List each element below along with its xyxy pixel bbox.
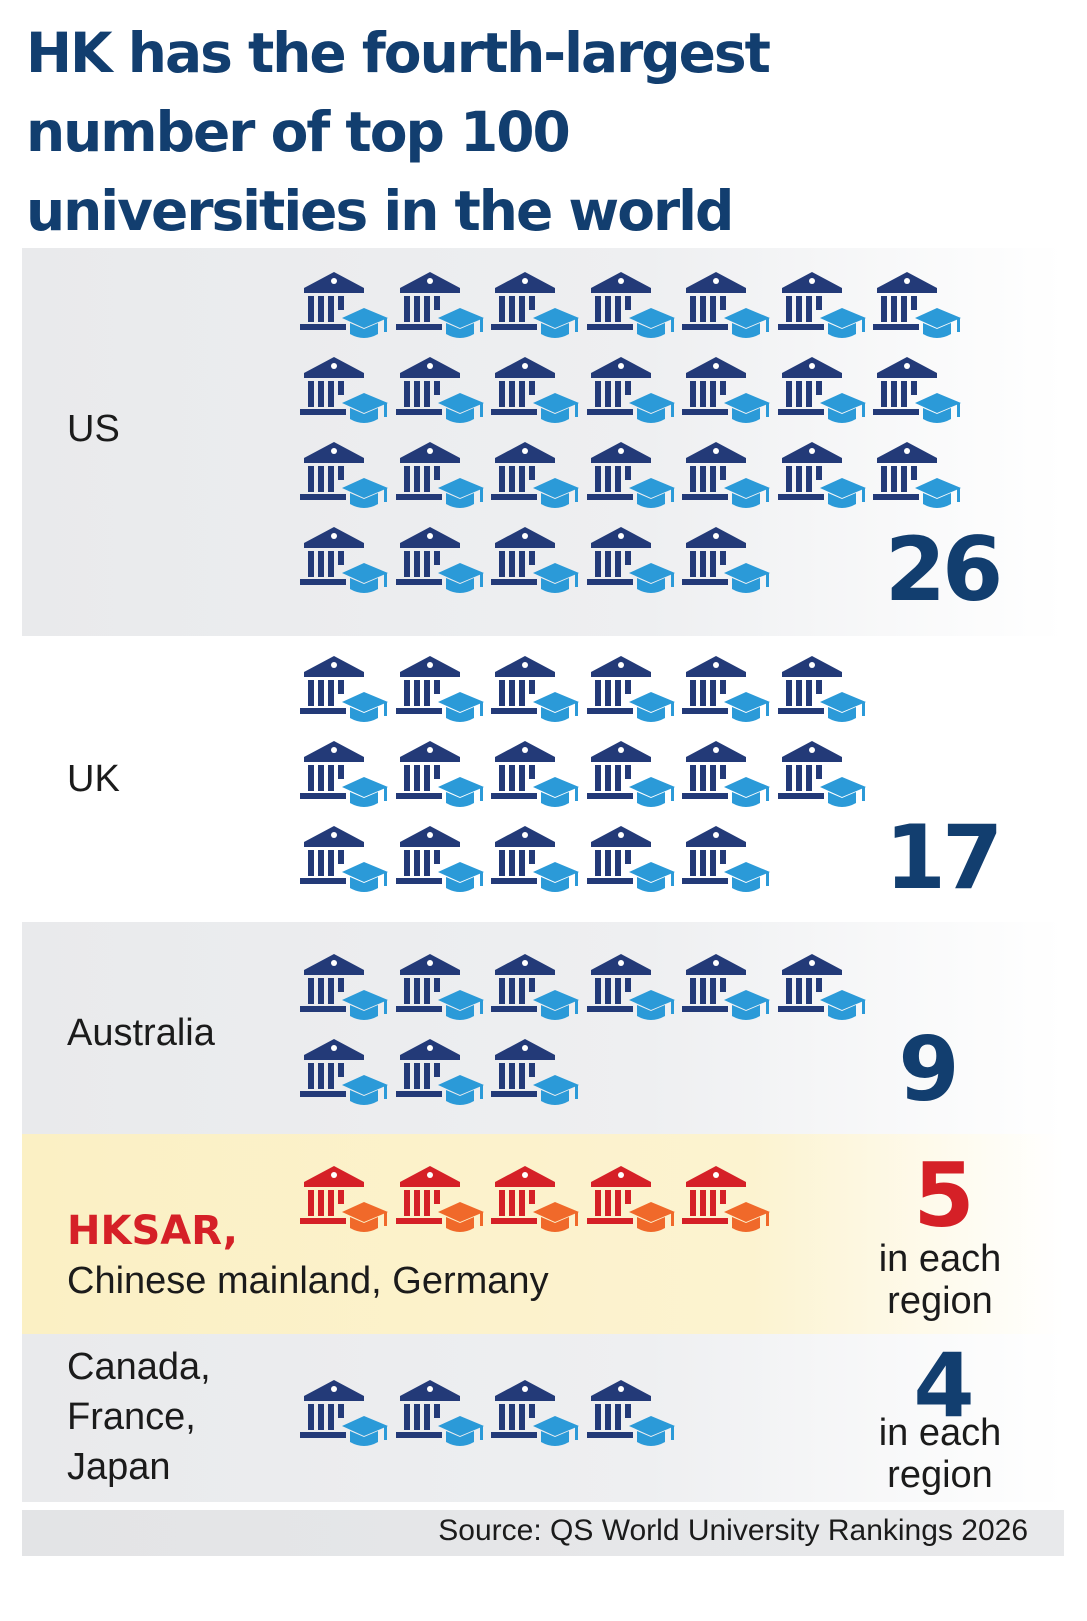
university-cap-icon: [682, 741, 770, 807]
count-canada-france-japan: 4: [913, 1334, 974, 1437]
university-cap-icon: [682, 826, 770, 892]
university-cap-icon: [586, 741, 675, 807]
row-canada-france-japan: Canada, France, Japan 4 in each region: [22, 1334, 1064, 1502]
category-label-australia: Australia: [67, 1012, 215, 1054]
chart-title: HK has the fourth-largest number of top …: [26, 14, 1066, 251]
label-line-canada: Canada,: [67, 1346, 211, 1388]
university-cap-icon: [586, 1380, 675, 1446]
university-cap-icon: [873, 357, 961, 423]
university-cap-icon: [300, 442, 388, 508]
university-cap-icon: [491, 357, 579, 423]
university-cap-icon: [491, 1166, 579, 1232]
university-cap-icon: [395, 741, 484, 807]
university-cap-icon: [777, 272, 866, 338]
university-cap-icon: [300, 272, 388, 338]
university-cap-icon: [682, 357, 770, 423]
university-cap-icon: [586, 442, 675, 508]
title-line-2: number of top 100: [26, 100, 571, 164]
count-subtext-canada-france-japan: in each region: [860, 1412, 1020, 1496]
title-line-1: HK has the fourth-largest: [26, 21, 771, 85]
count-hksar: 5: [913, 1144, 974, 1247]
subtext-line-2: region: [887, 1280, 993, 1322]
label-line-france: France,: [67, 1396, 196, 1438]
university-cap-icon: [300, 656, 388, 722]
subtext-line-1: in each: [878, 1238, 1002, 1280]
university-cap-icon: [491, 442, 579, 508]
source-bar: Source: QS World University Rankings 202…: [22, 1510, 1064, 1556]
university-cap-icon: [395, 1166, 484, 1232]
university-cap-icon: [491, 1039, 579, 1105]
university-cap-icon: [300, 741, 388, 807]
university-cap-icon: [777, 656, 866, 722]
category-label-uk: UK: [67, 758, 120, 800]
university-cap-icon: [491, 656, 579, 722]
university-cap-icon: [300, 826, 388, 892]
university-cap-icon: [395, 1039, 484, 1105]
icon-grid-hksar: [22, 1134, 1064, 1334]
university-cap-icon: [395, 826, 484, 892]
university-cap-icon: [586, 527, 675, 593]
row-us: US 26: [22, 248, 1064, 636]
university-cap-icon: [682, 656, 770, 722]
subtext-line-2: region: [887, 1454, 993, 1496]
university-cap-icon: [682, 1166, 770, 1232]
university-cap-icon: [300, 1380, 388, 1446]
university-cap-icon: [777, 741, 866, 807]
category-label-us: US: [67, 408, 120, 450]
university-cap-icon: [682, 954, 770, 1020]
university-cap-icon: [586, 1166, 675, 1232]
category-label-canada-france-japan: Canada, France, Japan: [67, 1342, 211, 1492]
university-cap-icon: [777, 954, 866, 1020]
university-cap-icon: [300, 954, 388, 1020]
count-australia: 9: [898, 1018, 959, 1121]
university-cap-icon: [395, 272, 484, 338]
university-cap-icon: [395, 656, 484, 722]
university-cap-icon: [682, 442, 770, 508]
icon-grid-us: [22, 248, 1064, 636]
university-cap-icon: [395, 1380, 484, 1446]
university-cap-icon: [777, 357, 866, 423]
icon-grid-australia: [22, 922, 1064, 1134]
university-cap-icon: [682, 272, 770, 338]
university-cap-icon: [300, 357, 388, 423]
university-cap-icon: [395, 357, 484, 423]
university-cap-icon: [300, 1166, 388, 1232]
university-cap-icon: [873, 442, 961, 508]
university-cap-icon: [491, 527, 579, 593]
row-hksar: HKSAR, Chinese mainland, Germany 5 in ea…: [22, 1134, 1064, 1334]
count-us: 26: [884, 518, 1003, 621]
university-cap-icon: [586, 656, 675, 722]
university-cap-icon: [491, 826, 579, 892]
university-cap-icon: [586, 826, 675, 892]
count-uk: 17: [884, 806, 1003, 909]
icon-grid-canada-france-japan: [22, 1334, 1064, 1502]
university-cap-icon: [300, 527, 388, 593]
university-cap-icon: [395, 527, 484, 593]
university-cap-icon: [395, 442, 484, 508]
university-cap-icon: [777, 442, 866, 508]
university-cap-icon: [682, 527, 770, 593]
subtext-line-1: in each: [878, 1412, 1002, 1454]
university-cap-icon: [586, 954, 675, 1020]
row-uk: UK 17: [22, 636, 1064, 922]
icon-grid-uk: [22, 636, 1064, 922]
label-line-japan: Japan: [67, 1446, 171, 1488]
row-australia: Australia 9: [22, 922, 1064, 1134]
university-cap-icon: [586, 272, 675, 338]
university-cap-icon: [586, 357, 675, 423]
university-cap-icon: [873, 272, 961, 338]
highlight-label: HKSAR,: [67, 1208, 238, 1254]
source-text: Source: QS World University Rankings 202…: [438, 1514, 1028, 1547]
count-subtext-hksar: in each region: [860, 1238, 1020, 1322]
university-cap-icon: [491, 954, 579, 1020]
university-cap-icon: [491, 272, 579, 338]
university-cap-icon: [395, 954, 484, 1020]
university-cap-icon: [491, 741, 579, 807]
title-line-3: universities in the world: [26, 179, 734, 243]
university-cap-icon: [300, 1039, 388, 1105]
highlight-label-rest: Chinese mainland, Germany: [67, 1260, 549, 1302]
university-cap-icon: [491, 1380, 579, 1446]
category-label-hksar: HKSAR, Chinese mainland, Germany: [67, 1206, 549, 1306]
